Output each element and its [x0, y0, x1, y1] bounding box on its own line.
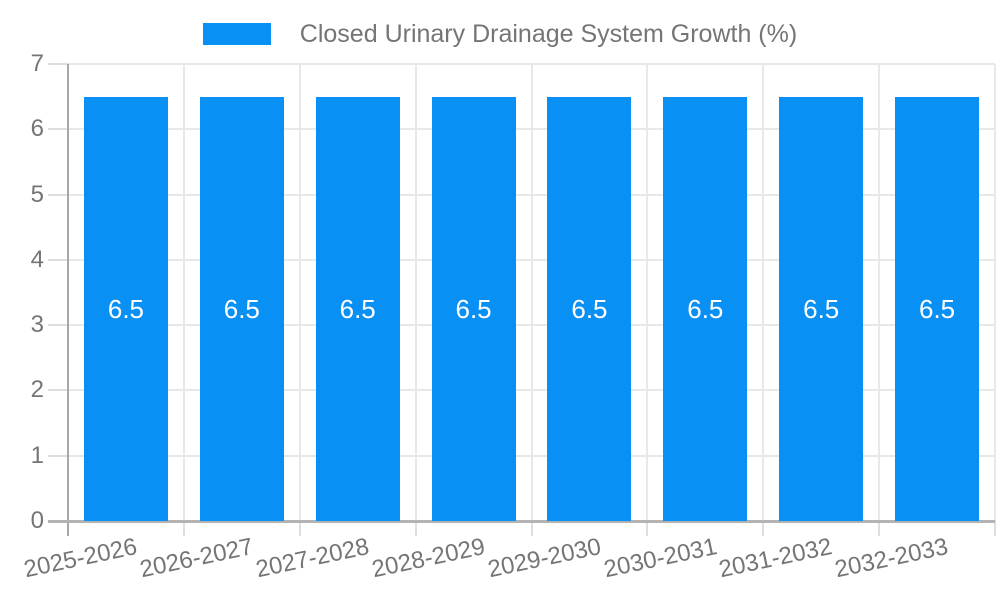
x-tick-mark [182, 521, 185, 536]
bar[interactable]: 6.5 [663, 96, 748, 521]
y-axis-label: 7 [30, 50, 44, 77]
x-tick-mark [994, 521, 996, 536]
x-axis-label: 2032-2033 [832, 533, 951, 584]
bar[interactable]: 6.5 [431, 96, 516, 521]
y-tick-mark [48, 63, 68, 65]
bar-value-label: 6.5 [223, 293, 260, 324]
x-axis-line [48, 520, 995, 523]
legend-swatch [202, 23, 271, 45]
bar[interactable]: 6.5 [83, 96, 168, 521]
bar[interactable]: 6.5 [895, 96, 980, 521]
bar[interactable]: 6.5 [547, 96, 632, 521]
x-tick-mark [646, 521, 649, 536]
bar-value-label: 6.5 [918, 293, 956, 324]
x-gridline [762, 64, 765, 521]
x-axis-label: 2030-2031 [601, 533, 719, 584]
y-axis-label: 3 [30, 311, 44, 339]
x-gridline [994, 64, 996, 521]
y-axis-label: 5 [30, 180, 44, 208]
bar[interactable]: 6.5 [199, 96, 284, 521]
bar-value-label: 6.5 [339, 293, 376, 324]
x-gridline [878, 64, 881, 521]
bar-value-label: 6.5 [455, 293, 492, 324]
bar[interactable]: 6.5 [779, 96, 864, 521]
legend-label: Closed Urinary Drainage System Growth (%… [299, 20, 798, 48]
y-axis-label: 4 [30, 245, 44, 273]
x-axis-label: 2029-2030 [485, 533, 604, 584]
bar-value-label: 6.5 [571, 293, 608, 324]
x-tick-mark [530, 521, 533, 536]
x-axis-label: 2031-2032 [716, 533, 835, 584]
x-tick-mark [414, 521, 417, 536]
x-axis-label: 2026-2027 [137, 533, 256, 584]
y-axis-label: 0 [30, 507, 44, 534]
x-gridline [182, 64, 185, 521]
y-tick-mark [48, 128, 68, 131]
x-axis-label: 2027-2028 [253, 533, 372, 584]
y-tick-mark [48, 193, 68, 196]
y-tick-mark [48, 454, 68, 457]
x-gridline [530, 64, 533, 521]
x-axis-label: 2025-2026 [21, 533, 140, 584]
y-tick-mark [48, 324, 68, 327]
y-tick-mark [48, 258, 68, 261]
y-axis-label: 2 [30, 376, 44, 404]
x-axis-label: 2028-2029 [369, 533, 488, 584]
x-tick-mark [762, 521, 765, 536]
legend[interactable]: Closed Urinary Drainage System Growth (%… [0, 20, 1000, 48]
y-tick-mark [48, 389, 68, 392]
x-gridline [414, 64, 417, 521]
x-tick-mark [298, 521, 301, 536]
y-axis-line [67, 64, 69, 536]
x-gridline [298, 64, 301, 521]
bar-value-label: 6.5 [803, 293, 840, 324]
y-axis-label: 6 [30, 115, 44, 143]
x-gridline [646, 64, 649, 521]
y-axis-label: 1 [30, 441, 44, 469]
bar[interactable]: 6.5 [315, 96, 400, 521]
x-tick-mark [878, 521, 881, 536]
bar-value-label: 6.5 [687, 293, 724, 324]
bar-value-label: 6.5 [107, 293, 145, 324]
